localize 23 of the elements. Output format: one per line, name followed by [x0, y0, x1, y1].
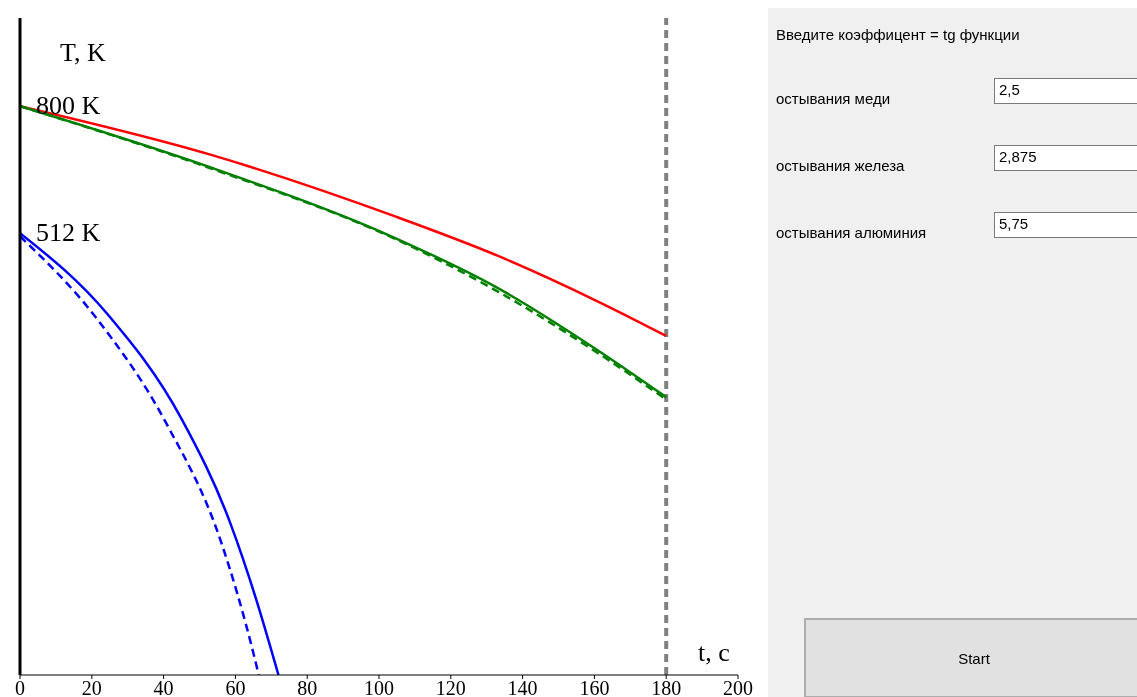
x-tick-label: 80 [297, 677, 318, 697]
x-axis-title: t, c [698, 638, 730, 668]
x-tick-label: 200 [723, 677, 753, 697]
x-tick-label: 140 [507, 677, 538, 697]
category-label: остывания алюминия [776, 224, 927, 241]
x-tick-label: 180 [651, 677, 682, 697]
text-field: 2,875 [994, 145, 1137, 171]
category-label: остывания железа [776, 157, 905, 174]
button: Start [804, 618, 1137, 697]
x-tick-label: 0 [15, 677, 25, 697]
x-tick-label: 160 [579, 677, 610, 697]
text-field: 5,75 [994, 212, 1137, 238]
x-tick-label: 20 [81, 677, 102, 697]
text: Введите коэффицент = tg функции [776, 26, 1020, 43]
x-tick-label: 60 [225, 677, 246, 697]
category-label: остывания меди [776, 90, 891, 107]
y-tick-label: 512 K [36, 218, 101, 248]
x-tick-label: 120 [435, 677, 466, 697]
y-tick-label: 800 K [36, 91, 101, 121]
x-tick-label: 100 [364, 677, 394, 697]
x-tick-label: 40 [153, 677, 174, 697]
y-axis-title: T, K [60, 38, 106, 68]
text-field: 2,5 [994, 78, 1137, 104]
